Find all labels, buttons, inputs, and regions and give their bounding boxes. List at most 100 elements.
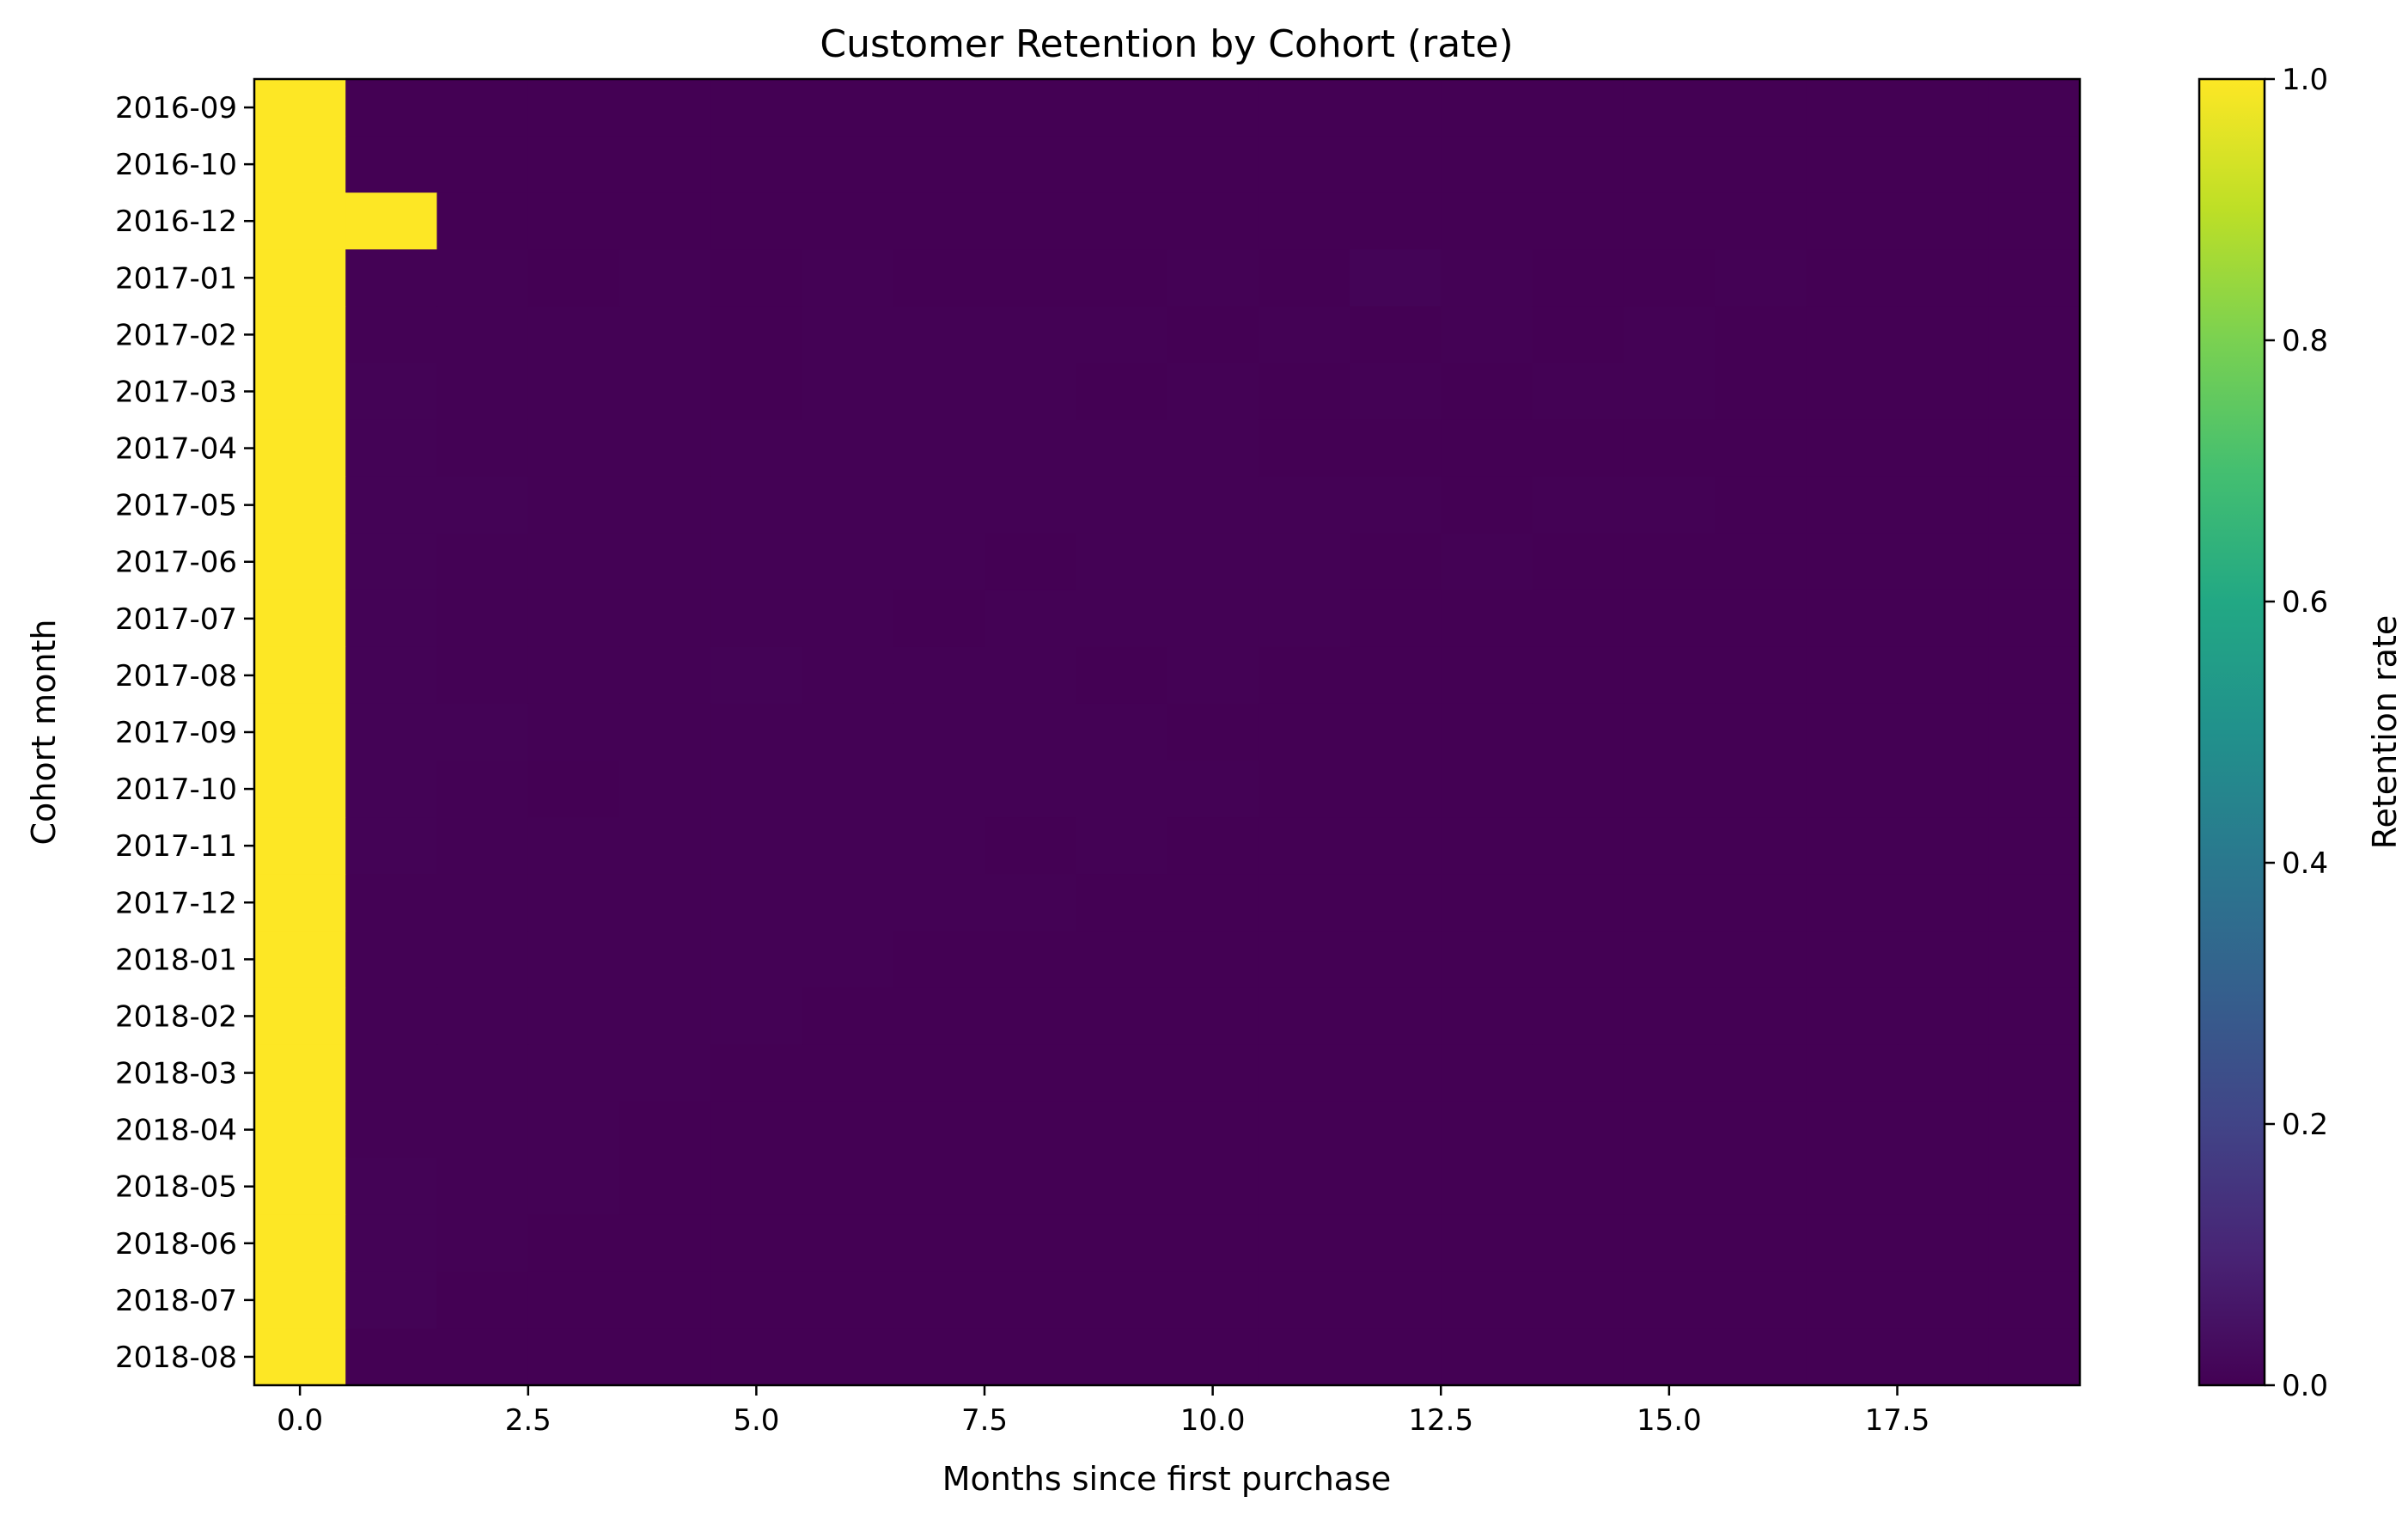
heatmap-cell xyxy=(710,1044,803,1103)
heatmap-cell xyxy=(527,306,620,364)
heatmap-cell xyxy=(1623,533,1716,591)
y-tick-label: 2017-11 xyxy=(115,829,237,864)
heatmap-cell xyxy=(1167,760,1259,818)
heatmap-cell xyxy=(436,987,529,1046)
heatmap-cell xyxy=(802,1214,894,1273)
heatmap-cells xyxy=(254,79,2081,1386)
heatmap-cell xyxy=(1988,987,2081,1046)
heatmap-cell xyxy=(1715,306,1807,364)
heatmap-cell xyxy=(1715,1214,1807,1273)
heatmap-cell xyxy=(436,589,529,648)
heatmap-cell xyxy=(527,249,620,307)
heatmap-cell xyxy=(802,363,894,421)
heatmap-cell xyxy=(1532,646,1625,705)
heatmap-cell xyxy=(893,987,985,1046)
x-tick-label: 10.0 xyxy=(1180,1403,1246,1438)
heatmap-cell xyxy=(710,1214,803,1273)
heatmap-cell xyxy=(619,1158,711,1216)
heatmap-cell xyxy=(1258,533,1350,591)
heatmap-cell xyxy=(1715,136,1807,193)
heatmap-cell xyxy=(1441,760,1533,818)
heatmap-cell xyxy=(985,136,1076,193)
heatmap-cell xyxy=(1258,476,1350,534)
heatmap-cell xyxy=(1532,589,1625,648)
heatmap-cell xyxy=(893,1158,985,1216)
heatmap-cell xyxy=(710,646,803,705)
heatmap-cell xyxy=(893,79,985,137)
heatmap-cell xyxy=(1806,476,1899,534)
heatmap-cell xyxy=(527,136,620,193)
heatmap-cell xyxy=(1441,874,1533,932)
heatmap-cell xyxy=(1715,1101,1807,1159)
heatmap-cell xyxy=(1623,874,1716,932)
heatmap-cell xyxy=(619,1271,711,1329)
heatmap-cell xyxy=(1076,817,1168,875)
heatmap-cell xyxy=(1350,363,1442,421)
heatmap-cell xyxy=(345,987,438,1046)
heatmap-cell xyxy=(1258,249,1350,307)
heatmap-cell xyxy=(1715,931,1807,988)
heatmap-cell xyxy=(802,817,894,875)
heatmap-cell xyxy=(1532,1158,1625,1216)
heatmap-cell xyxy=(345,419,438,478)
heatmap-cell xyxy=(1076,874,1168,932)
heatmap-cell xyxy=(436,249,529,307)
heatmap-cell xyxy=(1715,987,1807,1046)
heatmap-cell xyxy=(710,306,803,364)
heatmap-cell xyxy=(802,79,894,137)
heatmap-cell xyxy=(527,1101,620,1159)
heatmap-cell xyxy=(893,817,985,875)
heatmap-cell xyxy=(619,703,711,761)
heatmap-cell xyxy=(527,79,620,137)
heatmap-cell xyxy=(527,874,620,932)
heatmap-cell xyxy=(1623,931,1716,988)
heatmap-cell xyxy=(436,79,529,137)
heatmap-cell xyxy=(1350,476,1442,534)
heatmap-cell xyxy=(1806,533,1899,591)
heatmap-cell xyxy=(985,1101,1076,1159)
heatmap-cell xyxy=(710,817,803,875)
heatmap-cell xyxy=(254,192,346,250)
heatmap-cell xyxy=(1441,363,1533,421)
heatmap-cell xyxy=(345,1328,438,1386)
heatmap-cell xyxy=(1532,419,1625,478)
heatmap-cell xyxy=(1806,646,1899,705)
y-tick-label: 2017-03 xyxy=(115,375,237,409)
heatmap-cell xyxy=(1258,192,1350,250)
heatmap-cell xyxy=(710,987,803,1046)
heatmap-cell xyxy=(1623,1044,1716,1103)
heatmap-cell xyxy=(802,306,894,364)
heatmap-cell xyxy=(1167,1328,1259,1386)
heatmap-cell xyxy=(436,760,529,818)
heatmap-cell xyxy=(1350,79,1442,137)
heatmap-cell xyxy=(1623,249,1716,307)
heatmap-cell xyxy=(345,136,438,193)
heatmap-cell xyxy=(1897,1101,1990,1159)
x-tick-label: 0.0 xyxy=(277,1403,323,1438)
heatmap-cell xyxy=(436,817,529,875)
heatmap-cell xyxy=(1806,136,1899,193)
heatmap-cell xyxy=(1258,646,1350,705)
heatmap-cell xyxy=(1350,1328,1442,1386)
heatmap-cell xyxy=(1806,192,1899,250)
heatmap-cell xyxy=(345,476,438,534)
heatmap-cell xyxy=(1258,419,1350,478)
heatmap-cell xyxy=(1806,249,1899,307)
heatmap-cell xyxy=(1167,363,1259,421)
heatmap-cell xyxy=(1350,760,1442,818)
y-tick-label: 2016-12 xyxy=(115,205,237,239)
heatmap-cell xyxy=(1076,363,1168,421)
heatmap-cell xyxy=(345,306,438,364)
heatmap-cell xyxy=(436,476,529,534)
heatmap-cell xyxy=(1806,931,1899,988)
heatmap-cell xyxy=(710,1101,803,1159)
heatmap-cell xyxy=(619,419,711,478)
heatmap-cell xyxy=(436,419,529,478)
heatmap-cell xyxy=(985,1328,1076,1386)
heatmap-cell xyxy=(1441,1214,1533,1273)
heatmap-cell xyxy=(1806,306,1899,364)
heatmap-cell xyxy=(1806,1271,1899,1329)
colorbar xyxy=(2198,77,2266,1387)
heatmap-cell xyxy=(345,363,438,421)
